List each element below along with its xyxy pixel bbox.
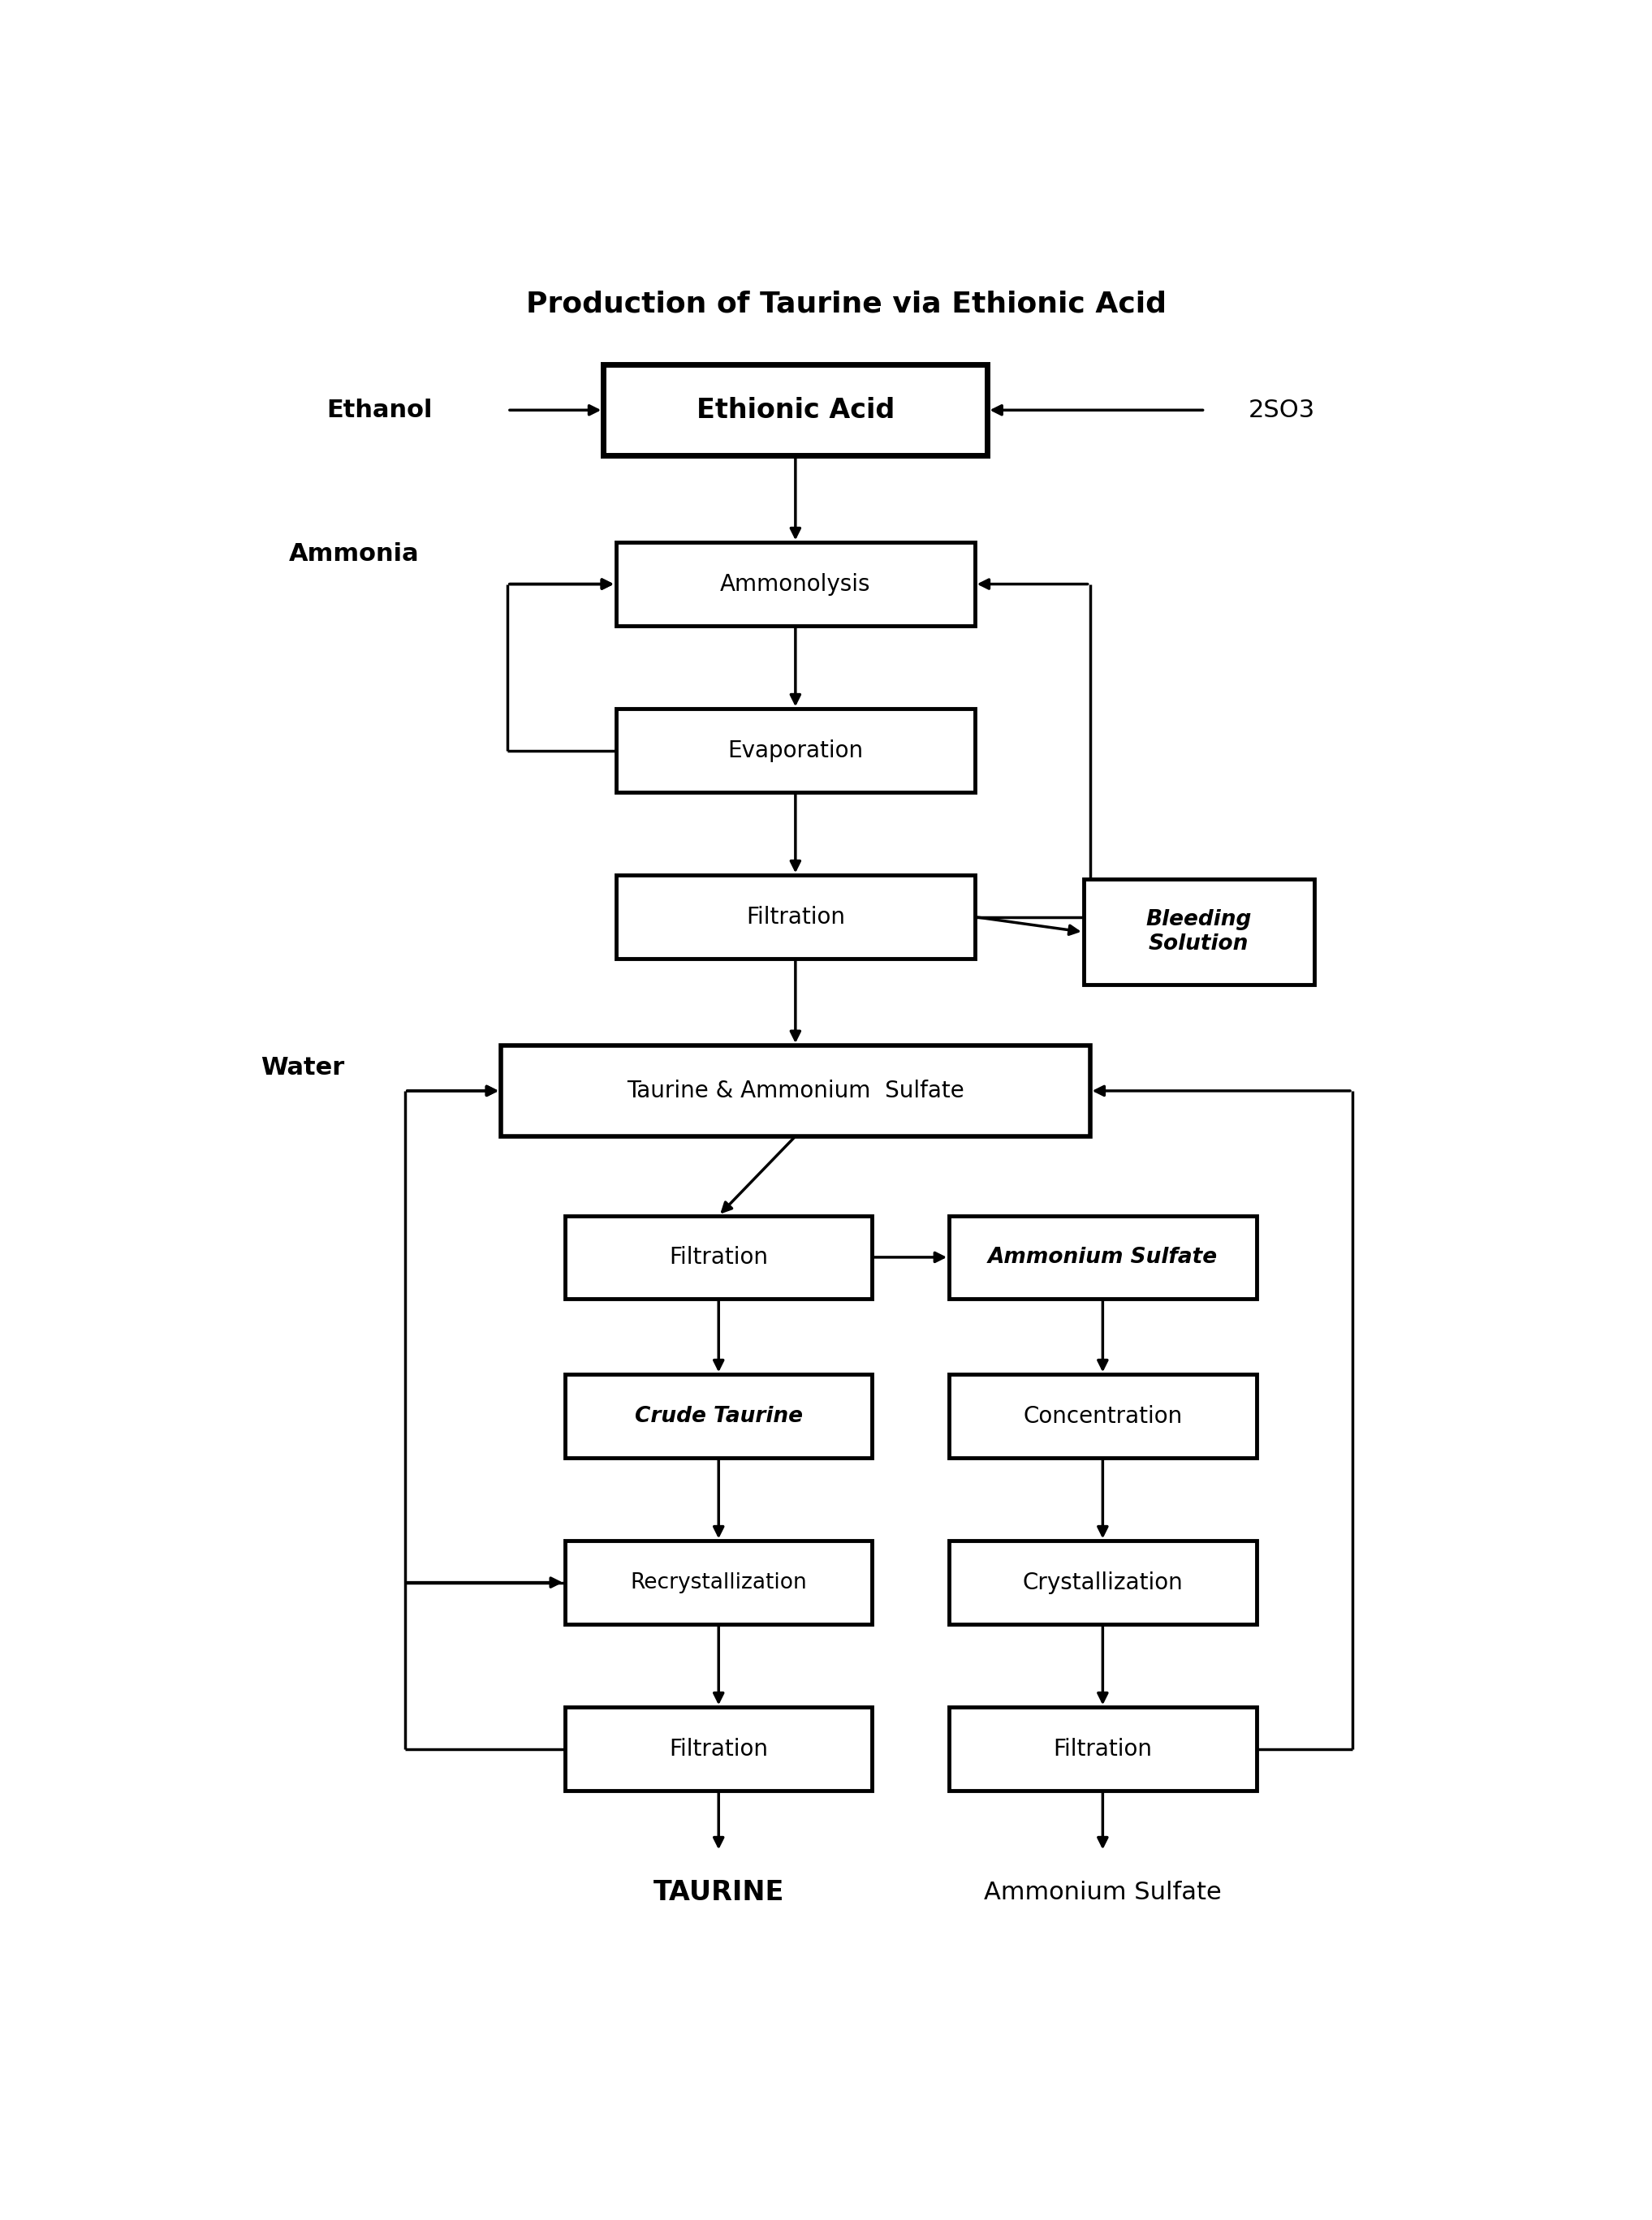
Bar (565, 1541, 872, 1625)
Text: Filtration: Filtration (747, 906, 844, 928)
Bar (616, 875, 975, 959)
Text: Ethanol: Ethanol (327, 397, 433, 422)
Text: Concentration: Concentration (1023, 1405, 1183, 1427)
Bar (616, 708, 975, 793)
Text: Filtration: Filtration (1054, 1738, 1151, 1760)
Bar (565, 1707, 872, 1792)
Bar (948, 1217, 1257, 1299)
Bar (501, 1046, 1090, 1137)
Bar (948, 1374, 1257, 1459)
Text: TAURINE: TAURINE (653, 1878, 785, 1907)
Text: Ammonia: Ammonia (289, 542, 420, 566)
Text: Ammonium Sulfate: Ammonium Sulfate (988, 1248, 1218, 1268)
Text: Ammonium Sulfate: Ammonium Sulfate (985, 1880, 1221, 1905)
Bar (948, 1541, 1257, 1625)
Bar (565, 1217, 872, 1299)
Text: Filtration: Filtration (669, 1245, 768, 1268)
Text: 2SO3: 2SO3 (1249, 397, 1315, 422)
Text: Recrystallization: Recrystallization (629, 1572, 808, 1594)
Bar (565, 1374, 872, 1459)
Bar (948, 1707, 1257, 1792)
Text: Taurine & Ammonium  Sulfate: Taurine & Ammonium Sulfate (626, 1079, 965, 1101)
Text: Crude Taurine: Crude Taurine (634, 1405, 803, 1427)
Text: Bleeding
Solution: Bleeding Solution (1146, 910, 1252, 955)
Bar (616, 542, 975, 626)
Bar (1084, 879, 1313, 986)
Text: Water: Water (261, 1057, 344, 1079)
Text: Production of Taurine via Ethionic Acid: Production of Taurine via Ethionic Acid (527, 291, 1166, 317)
Text: Filtration: Filtration (669, 1738, 768, 1760)
Text: Ammonolysis: Ammonolysis (720, 573, 871, 595)
Text: Ethionic Acid: Ethionic Acid (695, 397, 895, 424)
Text: Evaporation: Evaporation (727, 739, 864, 761)
Text: Crystallization: Crystallization (1023, 1572, 1183, 1594)
Bar (603, 364, 988, 455)
